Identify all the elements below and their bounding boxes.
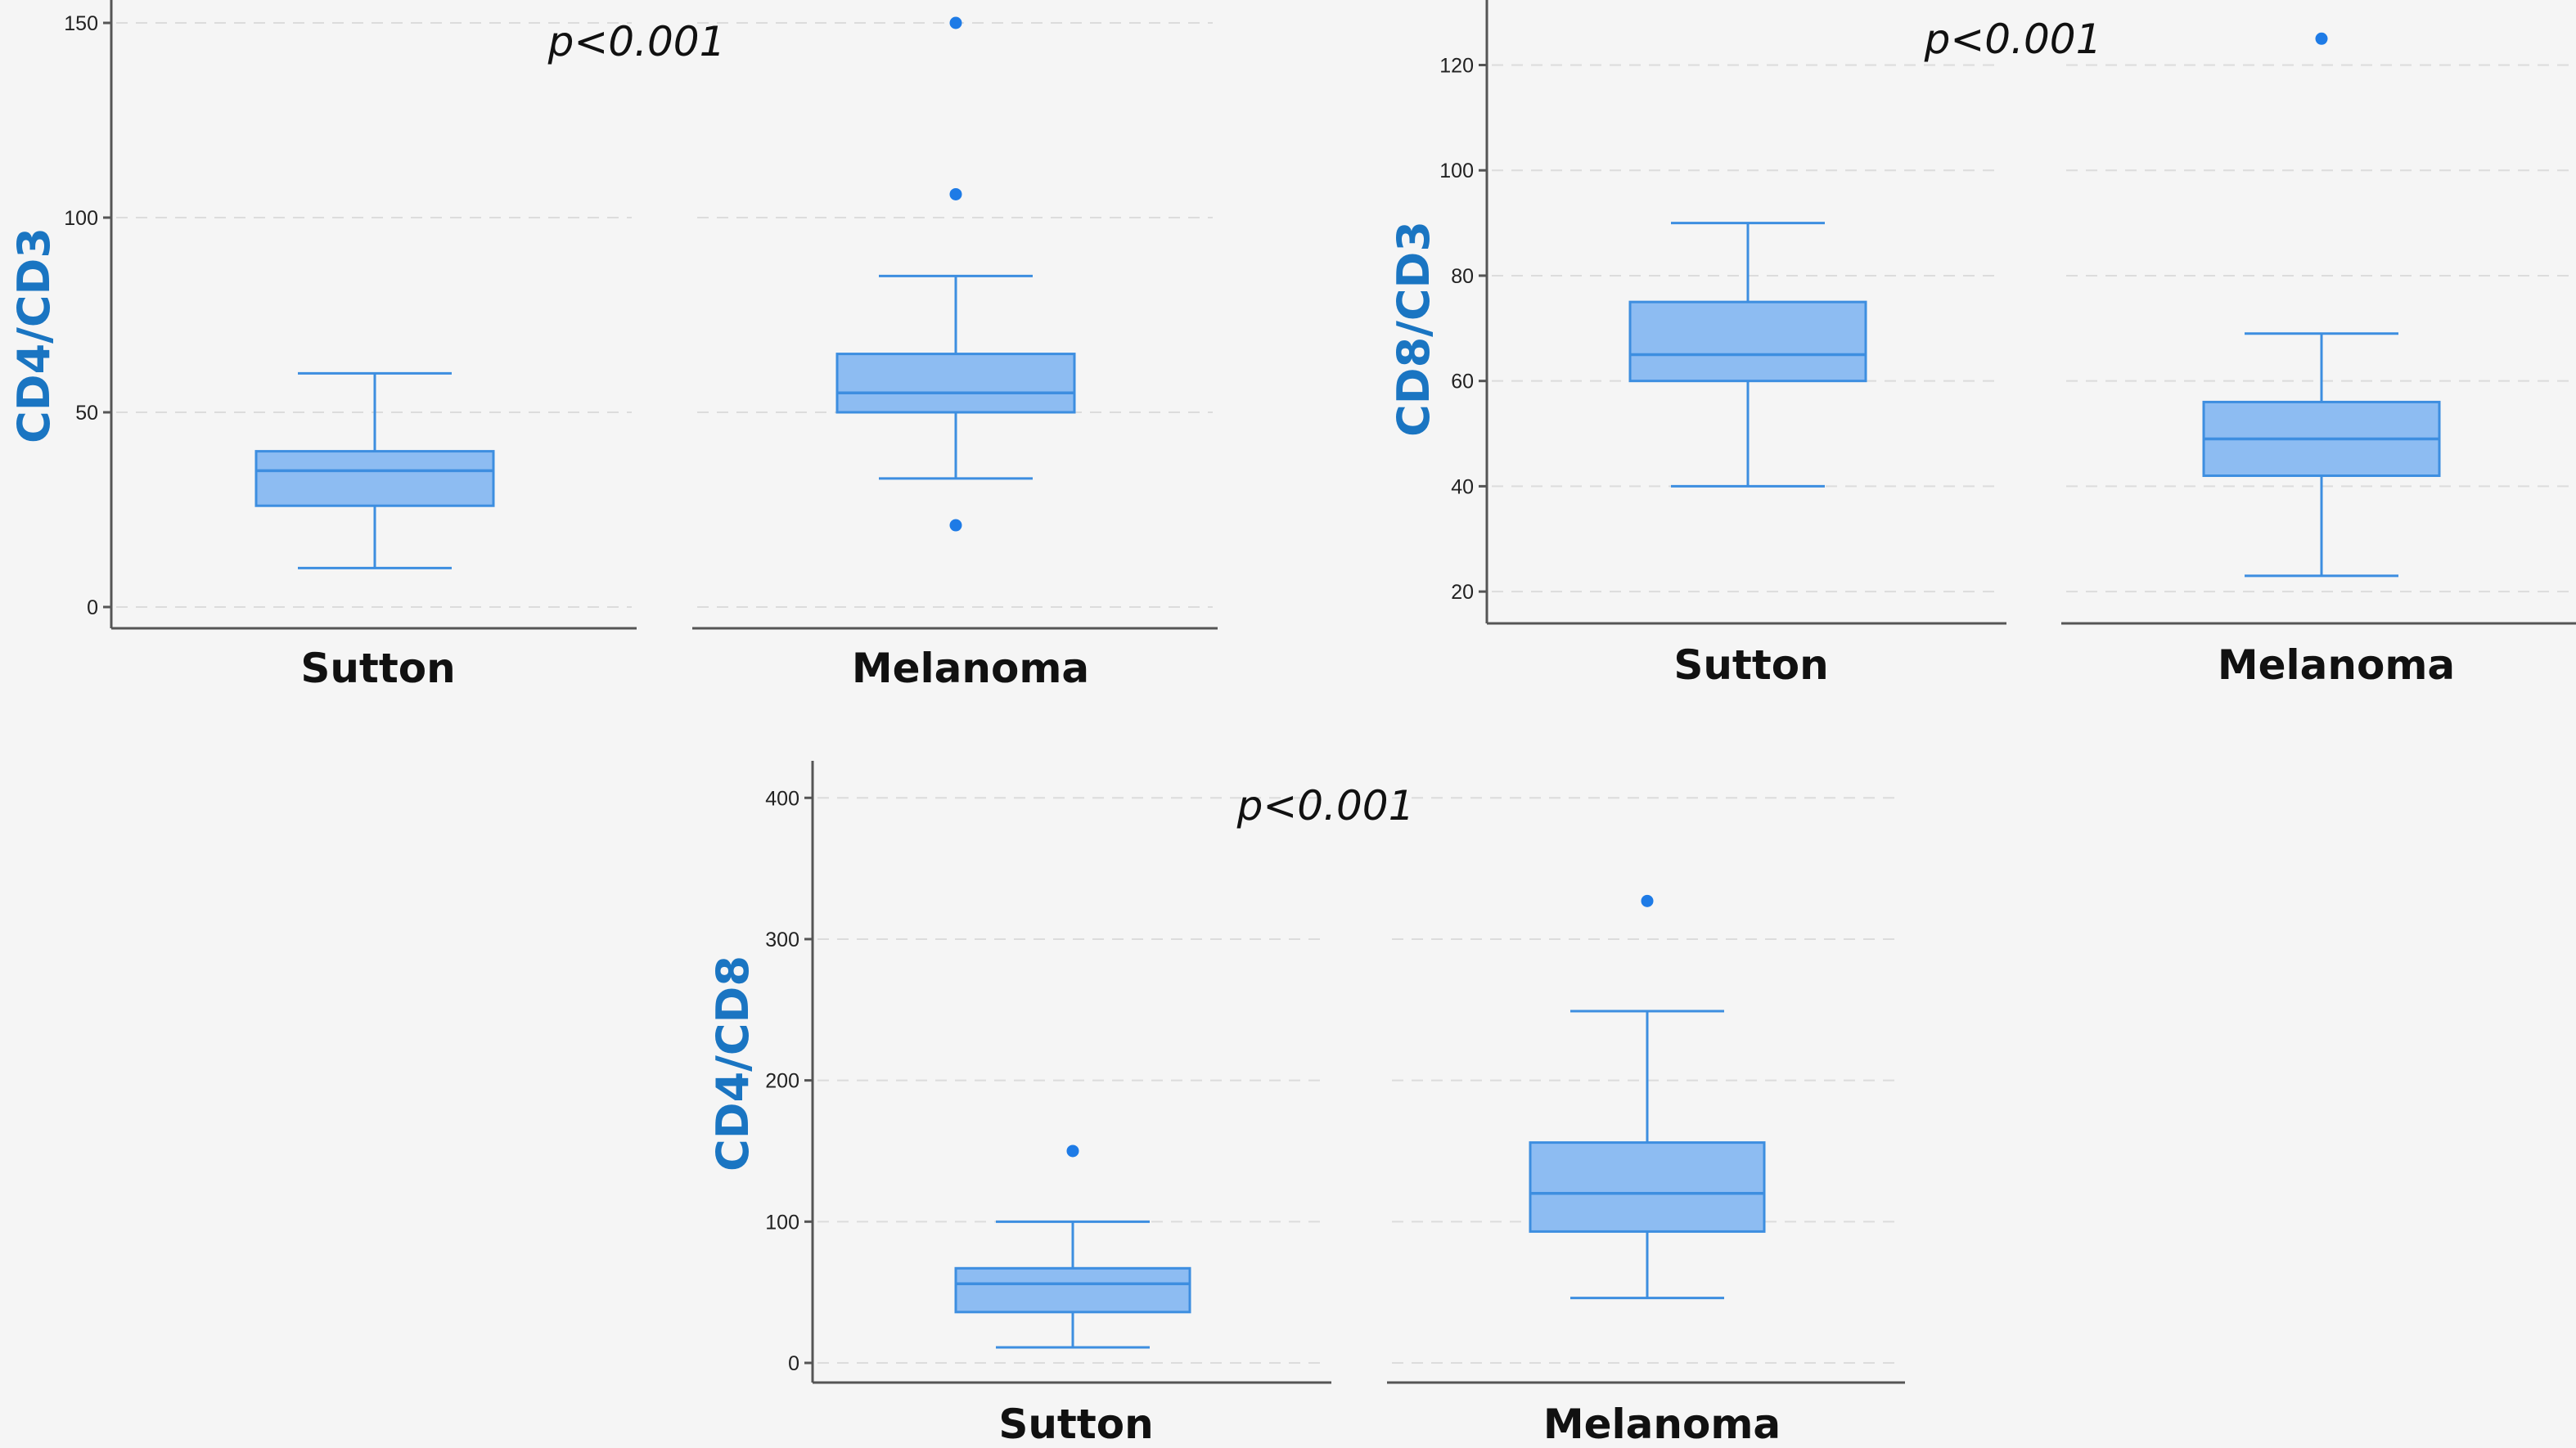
y-tick-label: 20: [1451, 581, 1474, 604]
outlier-point: [949, 519, 962, 532]
outlier-point: [1066, 1144, 1079, 1158]
panel-cd4-cd3: 0 50 100 150 CD4/CD3 p<0.001 Sutton Melanoma: [8, 0, 1218, 692]
y-axis-label: CD8/CD3: [1388, 221, 1439, 437]
y-axis-label: CD4/CD8: [707, 956, 759, 1171]
y-tick-label: 0: [788, 1352, 799, 1375]
iqr-box: [954, 1266, 1191, 1314]
box-melanoma: Melanoma: [835, 16, 1089, 692]
box-sutton: Sutton: [1628, 222, 1867, 689]
iqr-box: [254, 450, 495, 507]
box-melanoma: Melanoma: [2202, 32, 2455, 689]
box-sutton: Sutton: [254, 371, 495, 692]
x-category-label: Sutton: [300, 645, 455, 692]
y-tick-label: 150: [64, 12, 98, 35]
x-category-label: Melanoma: [1543, 1401, 1781, 1448]
y-tick-label: 100: [64, 207, 98, 230]
y-tick-label: 0: [87, 596, 98, 619]
outlier-point: [2315, 32, 2328, 45]
iqr-box: [1529, 1141, 1766, 1233]
x-category-label: Sutton: [998, 1401, 1153, 1448]
y-tick-label: 400: [765, 787, 799, 810]
outlier-point: [949, 187, 962, 200]
panel-cd8-cd3: 20 40 60 80 100 120 CD8/CD3 p<0.001 Sutton Melano…: [1388, 0, 2576, 689]
p-value-annotation: p<0.001: [1236, 782, 1415, 830]
y-tick-label: 60: [1451, 371, 1474, 393]
y-tick-label: 40: [1451, 475, 1474, 498]
p-value-annotation: p<0.001: [547, 18, 726, 65]
y-tick-label: 50: [75, 402, 98, 425]
iqr-box: [1628, 300, 1867, 383]
outlier-point: [1641, 894, 1654, 907]
y-tick-label: 100: [1439, 160, 1474, 182]
y-axis-label: CD4/CD3: [8, 227, 60, 443]
panel-cd4-cd8: 0 100 200 300 400 CD4/CD8 p<0.001 Sutton Melanom…: [707, 761, 1905, 1448]
x-category-label: Melanoma: [2218, 641, 2455, 689]
y-tick-label: 100: [765, 1211, 799, 1234]
outlier-point: [949, 16, 962, 29]
box-sutton: Sutton: [954, 1144, 1191, 1448]
y-tick-label: 120: [1439, 54, 1474, 77]
box-melanoma: Melanoma: [1529, 894, 1781, 1448]
y-tick-label: 200: [765, 1070, 799, 1093]
y-tick-label: 300: [765, 929, 799, 951]
x-category-label: Sutton: [1673, 641, 1828, 689]
x-category-label: Melanoma: [852, 645, 1089, 692]
y-tick-label: 80: [1451, 265, 1474, 288]
p-value-annotation: p<0.001: [1924, 16, 2102, 63]
iqr-box: [835, 353, 1076, 414]
